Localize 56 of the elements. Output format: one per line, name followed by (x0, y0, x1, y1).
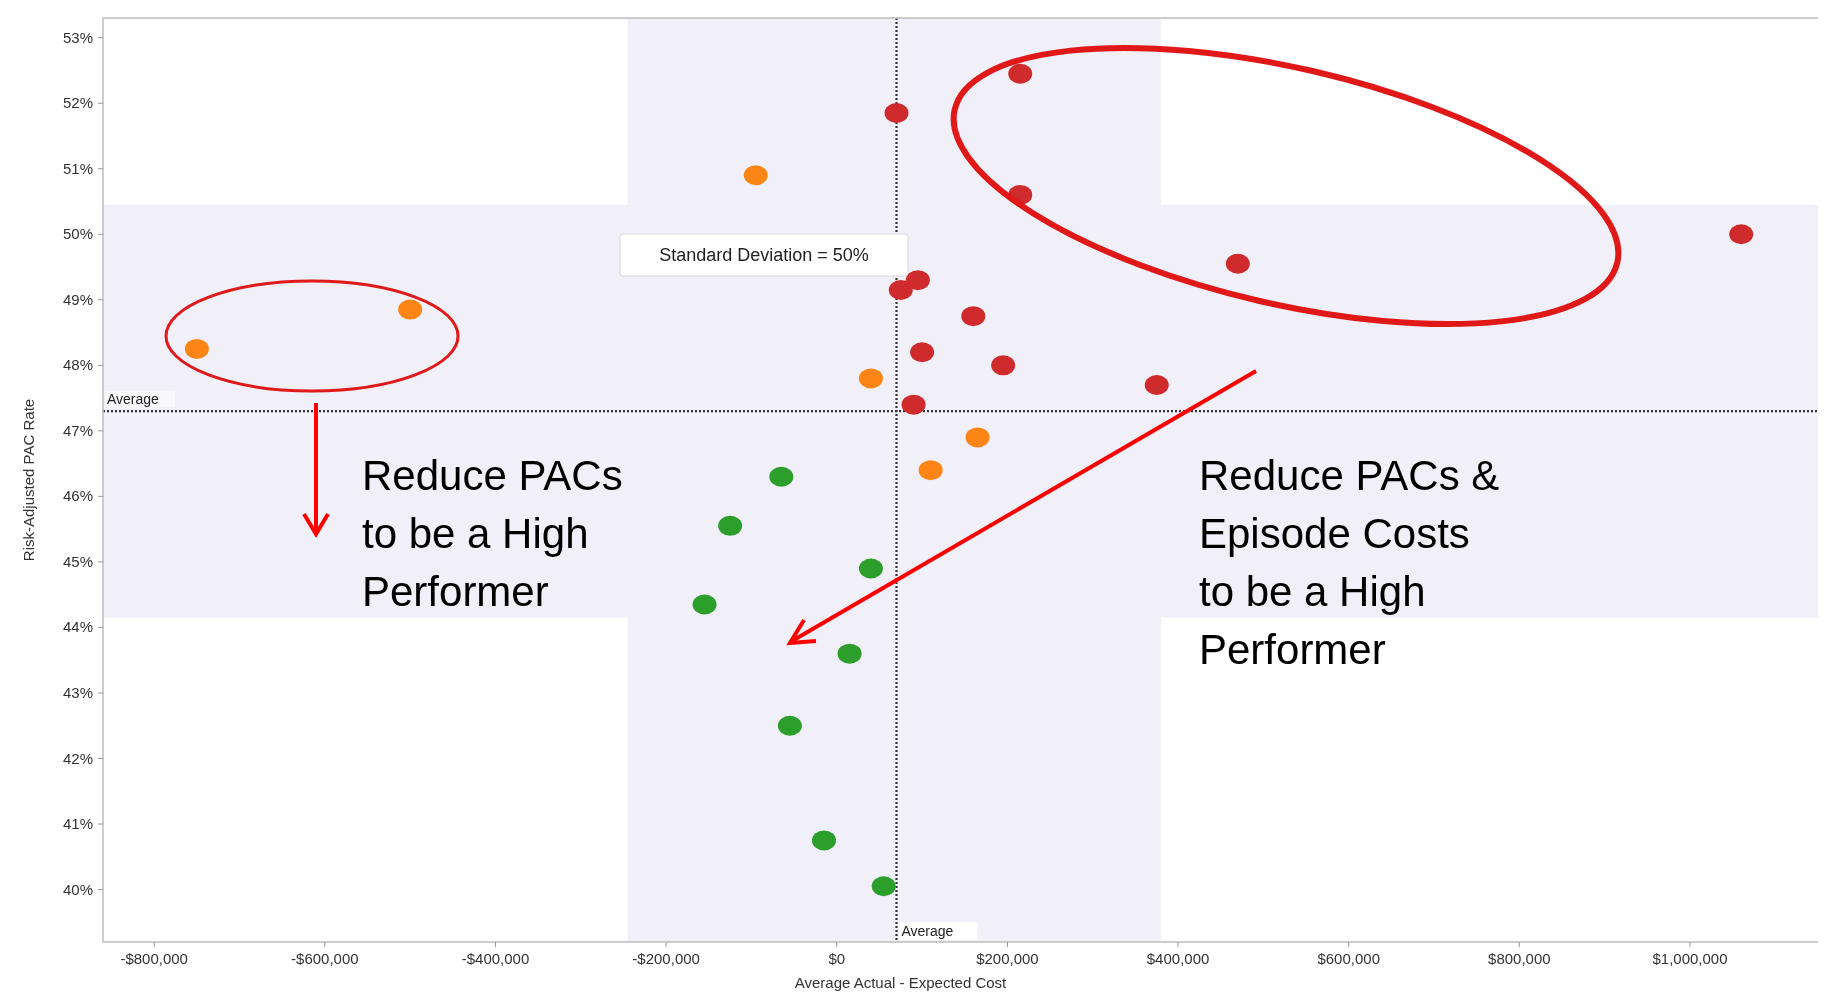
point (871, 876, 896, 897)
y-tick-label: 46% (62, 487, 93, 505)
x-tick-label: $400,000 (1146, 950, 1210, 967)
ref-line-label: Average (901, 923, 954, 939)
y-tick-label: 44% (62, 618, 93, 636)
x-tick-label: -$400,000 (461, 950, 530, 967)
y-tick-label: 51% (62, 159, 93, 177)
y-tick-label: 43% (62, 683, 93, 701)
y-tick-label: 47% (62, 421, 93, 439)
annotation: Reduce PACs & Episode Costs to be a High Performer (1199, 452, 1500, 673)
x-tick-label: -$600,000 (291, 950, 359, 967)
point (692, 594, 717, 615)
point (184, 338, 209, 359)
x-tick-label: -$200,000 (632, 950, 700, 967)
point (858, 368, 883, 389)
ref-line-label: Average (107, 391, 160, 408)
annotation: Reduce PACs to be a High Performer (362, 452, 623, 615)
point (811, 830, 836, 851)
x-tick-label: $600,000 (1317, 950, 1381, 967)
y-tick-label: 49% (62, 290, 93, 308)
y-tick-label: 45% (62, 552, 93, 570)
point (991, 355, 1016, 376)
y-tick-label: 50% (62, 225, 93, 243)
point (837, 643, 862, 664)
point (1729, 224, 1754, 245)
point (1225, 253, 1250, 274)
point (743, 165, 768, 186)
x-tick-label: $0 (828, 950, 846, 967)
y-tick-label: 41% (62, 815, 93, 833)
y-tick-label: 48% (62, 356, 93, 374)
point (718, 515, 743, 536)
y-tick-label: 40% (62, 880, 93, 898)
x-tick-label: $200,000 (976, 950, 1039, 967)
point (769, 466, 794, 487)
x-tick-label: -$800,000 (120, 950, 188, 967)
point (918, 460, 943, 481)
x-axis-title: Average Actual - Expected Cost (794, 974, 1008, 991)
x-tick-label: $1,000,000 (1652, 950, 1728, 967)
point (961, 306, 986, 327)
point (965, 427, 990, 448)
point (1008, 63, 1033, 84)
point (858, 558, 883, 579)
point (888, 279, 913, 300)
annotation: Standard Deviation = 50% (659, 245, 869, 265)
y-axis-title: Risk-Adjusted PAC Rate (20, 398, 37, 562)
point (777, 715, 802, 736)
point (398, 299, 423, 320)
point (905, 270, 930, 291)
x-tick-label: $800,000 (1488, 950, 1551, 967)
y-tick-label: 42% (62, 749, 93, 767)
y-tick-label: 53% (62, 28, 93, 46)
point (901, 394, 926, 415)
point (1144, 374, 1169, 395)
point (910, 342, 935, 363)
y-tick-label: 52% (62, 94, 93, 112)
point (884, 103, 909, 124)
